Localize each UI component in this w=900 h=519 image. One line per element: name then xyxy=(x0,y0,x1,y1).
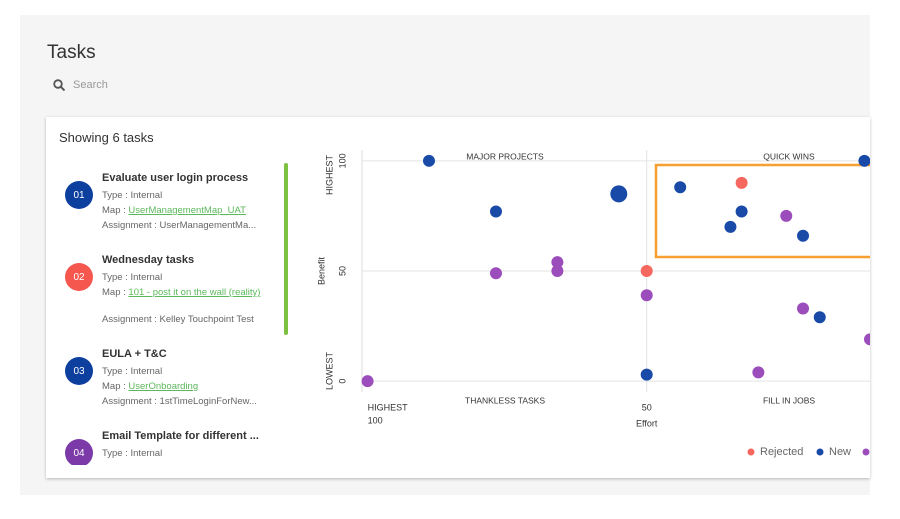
x-axis-label: Effort xyxy=(636,418,658,428)
quick-wins-highlight xyxy=(654,163,870,259)
map-label: Map : xyxy=(102,381,126,392)
task-list: 01 Evaluate user login process Type : Inte… xyxy=(46,157,291,465)
search-box[interactable]: Search xyxy=(53,79,108,91)
legend-marker xyxy=(862,448,870,456)
page-title: Tasks xyxy=(47,42,96,63)
map-label: Map : xyxy=(102,287,126,298)
task-assignment: Assignment : 1stTimeLoginForNew... xyxy=(102,396,257,407)
data-point xyxy=(489,267,502,280)
data-point xyxy=(813,311,826,324)
y-tick-label: 0 xyxy=(337,379,347,384)
x-tick-label: 100 xyxy=(368,415,383,425)
x-high-label: HIGHEST xyxy=(368,402,409,412)
y-high-label: HIGHEST xyxy=(324,155,334,196)
task-type: Type : Internal xyxy=(102,190,163,201)
map-link[interactable]: UserOnboarding xyxy=(128,381,199,392)
task-item[interactable]: 04 Email Template for different ... Type :… xyxy=(46,430,291,465)
data-point xyxy=(752,366,765,379)
data-point xyxy=(858,154,870,167)
task-title: Evaluate user login process xyxy=(102,172,249,184)
map-link[interactable]: UserManagementMap_UAT xyxy=(128,205,246,216)
data-point xyxy=(551,265,564,277)
task-map: Map : UserManagementMap_UAT xyxy=(102,205,246,217)
task-item[interactable]: 02 Wednesday tasks Type : Internal Map : 10… xyxy=(46,254,291,349)
task-type: Type : Internal xyxy=(102,448,163,459)
legend-marker xyxy=(816,448,824,456)
task-map: Map : 101 - post it on the wall (reality… xyxy=(102,287,260,299)
task-item[interactable]: 03 EULA + T&C Type : Internal Map : UserOnb… xyxy=(46,348,291,443)
y-tick-label: 50 xyxy=(337,266,347,276)
y-axis-label: Benefit xyxy=(316,256,326,285)
data-point xyxy=(489,205,502,218)
task-type: Type : Internal xyxy=(102,366,163,377)
data-point xyxy=(735,205,748,218)
data-point xyxy=(640,265,653,277)
task-number: 02 xyxy=(65,263,93,291)
map-label: Map : xyxy=(102,205,126,216)
quadrant-label: FILL IN JOBS xyxy=(763,395,815,405)
data-point xyxy=(864,333,870,346)
data-point xyxy=(640,368,653,381)
task-number: 03 xyxy=(65,357,93,385)
task-map: Map : UserOnboarding xyxy=(102,381,198,393)
quadrant-label: MAJOR PROJECTS xyxy=(466,151,544,161)
task-assignment: Assignment : UserManagementMa... xyxy=(102,220,257,231)
data-point xyxy=(674,181,687,194)
task-title: EULA + T&C xyxy=(102,348,167,360)
data-point xyxy=(735,176,748,189)
map-link[interactable]: 101 - post it on the wall (reality) xyxy=(128,287,261,298)
task-number: 04 xyxy=(65,439,93,465)
data-point xyxy=(640,289,653,302)
data-point xyxy=(797,302,810,315)
data-point xyxy=(610,185,628,203)
task-title: Email Template for different ... xyxy=(102,430,259,442)
data-point xyxy=(724,220,737,233)
tasks-card: Showing 6 tasks 01 Evaluate user login pr… xyxy=(46,117,870,478)
legend-marker xyxy=(747,448,755,456)
data-point xyxy=(797,229,810,242)
search-placeholder: Search xyxy=(73,79,108,91)
card-title: Showing 6 tasks xyxy=(59,130,154,145)
task-number: 01 xyxy=(65,181,93,209)
search-icon xyxy=(53,79,65,91)
scrollbar[interactable] xyxy=(284,163,288,335)
quadrant-label: QUICK WINS xyxy=(763,151,815,161)
data-point xyxy=(361,375,374,388)
quadrant-label: THANKLESS TASKS xyxy=(465,395,545,405)
data-point xyxy=(422,154,435,167)
y-tick-label: 100 xyxy=(337,153,347,168)
y-low-label: LOWEST xyxy=(324,351,334,390)
x-tick-label: 50 xyxy=(642,402,652,412)
data-point xyxy=(551,256,564,269)
task-item[interactable]: 01 Evaluate user login process Type : Inte… xyxy=(46,172,291,267)
task-type: Type : Internal xyxy=(102,272,163,283)
legend-label: New xyxy=(829,446,851,458)
data-point xyxy=(780,209,793,222)
task-title: Wednesday tasks xyxy=(102,254,195,266)
task-assignment: Assignment : Kelley Touchpoint Test xyxy=(102,314,254,325)
legend-label: Rejected xyxy=(760,446,803,458)
